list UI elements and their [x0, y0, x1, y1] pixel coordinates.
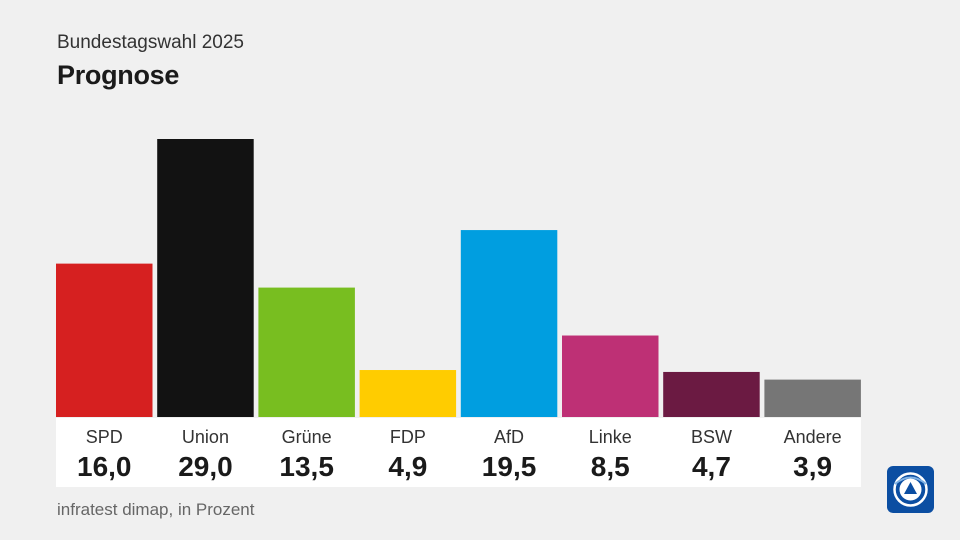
bar-andere [764, 379, 861, 417]
bar-afd [460, 230, 558, 417]
bar-spd [56, 263, 153, 417]
category-label: AfD [494, 427, 524, 447]
bar-bsw [663, 371, 760, 417]
bar-linke [562, 335, 659, 417]
value-label: 4,9 [388, 451, 427, 482]
bar-union [157, 139, 254, 417]
category-label: SPD [86, 427, 123, 447]
source-note: infratest dimap, in Prozent [57, 500, 255, 519]
category-label: Union [182, 427, 229, 447]
value-label: 13,5 [279, 451, 334, 482]
bar-fdp [359, 370, 457, 417]
value-label: 3,9 [793, 451, 832, 482]
value-label: 16,0 [77, 451, 132, 482]
chart-title: Prognose [57, 60, 180, 90]
value-label: 29,0 [178, 451, 233, 482]
value-label: 4,7 [692, 451, 731, 482]
category-label: Andere [784, 427, 842, 447]
value-label: 8,5 [591, 451, 630, 482]
chart-subtitle: Bundestagswahl 2025 [57, 32, 244, 53]
label-band [56, 418, 861, 487]
value-label: 19,5 [482, 451, 537, 482]
bar-grüne [258, 287, 355, 417]
category-label: Linke [589, 427, 632, 447]
category-label: FDP [390, 427, 426, 447]
category-label: BSW [691, 427, 732, 447]
ard-logo-icon [887, 466, 934, 513]
category-label: Grüne [282, 427, 332, 447]
